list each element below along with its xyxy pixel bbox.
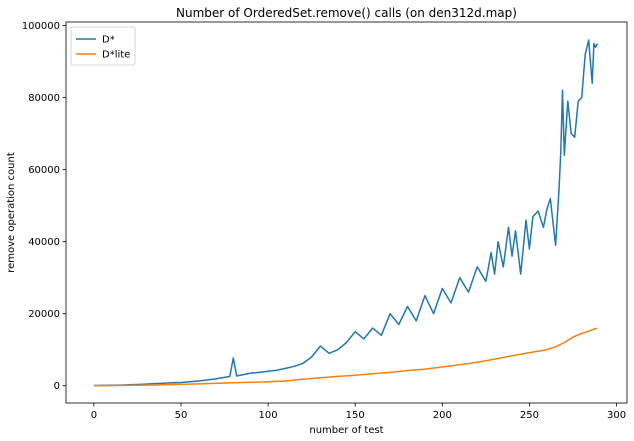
y-tick-label: 40000	[28, 237, 60, 248]
legend-box	[70, 26, 136, 66]
y-tick-label: 60000	[28, 165, 60, 176]
x-tick-label: 200	[433, 410, 452, 421]
x-tick-label: 150	[346, 410, 365, 421]
x-axis-label: number of test	[309, 425, 383, 436]
series-line-d-lite	[93, 327, 598, 387]
axes-frame	[65, 21, 628, 404]
series-line-d-	[93, 39, 599, 387]
legend-label: D*	[102, 35, 115, 46]
plot-area: 0 50 100 150 200 250 300 0 20000 40000 60000 80000 1…	[22, 21, 628, 421]
legend-label: D*lite	[102, 50, 130, 61]
x-tick-label: 50	[175, 410, 188, 421]
chart-title: Number of OrderedSet.remove() calls (on …	[176, 6, 517, 20]
y-tick-label: 100000	[22, 21, 60, 32]
x-tick-label: 250	[520, 410, 539, 421]
y-tick-label: 0	[54, 381, 60, 392]
y-tick-label: 20000	[28, 309, 60, 320]
x-tick-label: 100	[259, 410, 278, 421]
x-tick-label: 300	[607, 410, 626, 421]
y-axis-label: remove operation count	[6, 152, 17, 273]
y-tick-label: 80000	[28, 93, 60, 104]
x-tick-label: 0	[91, 410, 97, 421]
